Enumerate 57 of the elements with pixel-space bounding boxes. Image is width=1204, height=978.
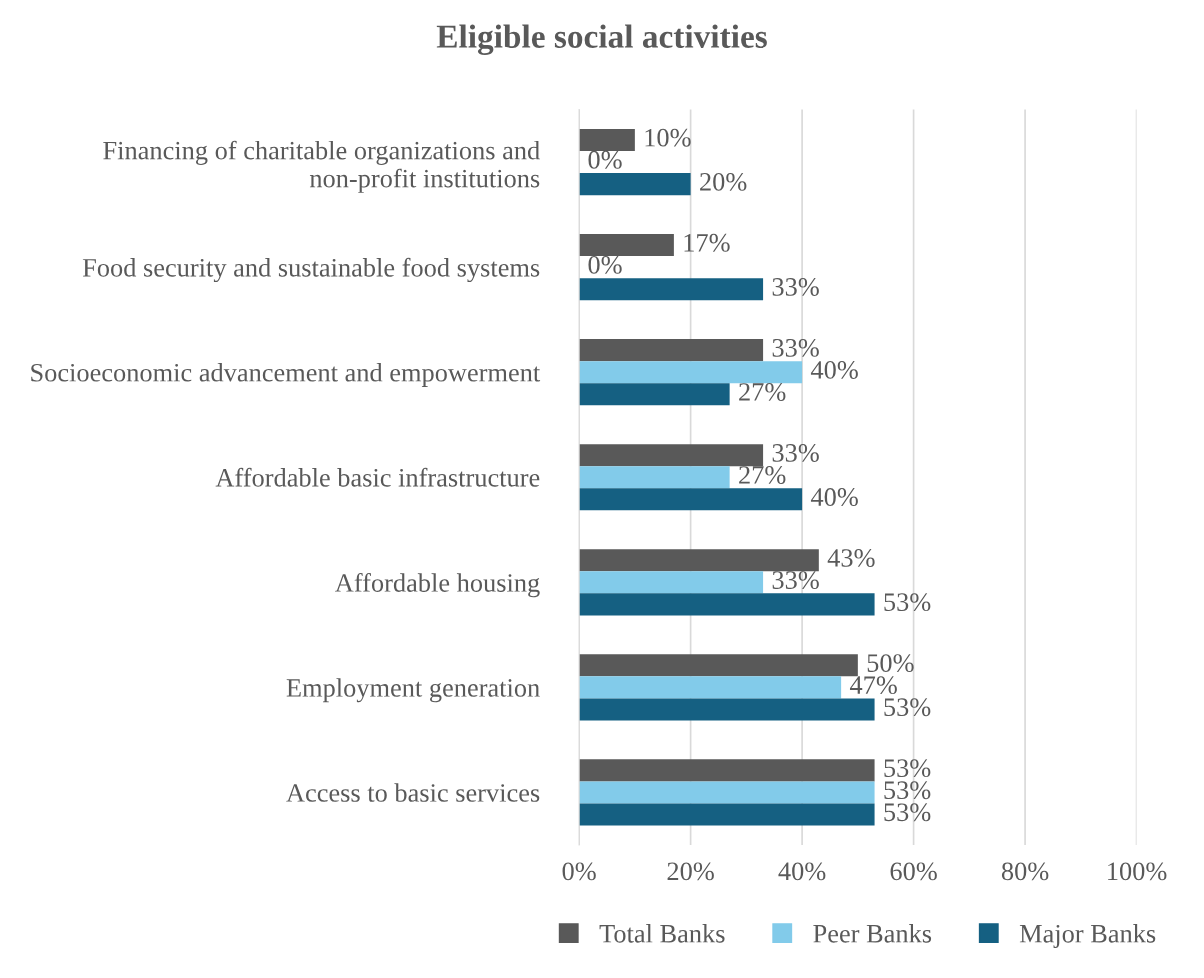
legend-label: Peer Banks (813, 924, 932, 943)
legend-label: Major Banks (1019, 924, 1156, 948)
bar (579, 571, 764, 594)
bar (579, 698, 875, 721)
data-label: 27% (739, 383, 786, 401)
data-label: 53% (884, 593, 931, 612)
data-label: 53% (884, 698, 931, 717)
bar (579, 781, 875, 804)
bar (579, 234, 674, 257)
y-tick-label: Food security and sustainable food systems (82, 257, 540, 283)
bar (579, 549, 819, 572)
data-label: 50% (867, 654, 914, 673)
chart-title: Eligible social activities (436, 24, 767, 55)
bar (579, 173, 691, 196)
data-label: 0% (588, 150, 622, 169)
x-tick-label: 0% (562, 862, 596, 881)
y-tick-label: Affordable housing (335, 573, 540, 598)
bar (579, 676, 842, 699)
bar (579, 278, 764, 301)
y-tick-label: Affordable basic infrastructure (215, 467, 540, 487)
x-tick-label: 60% (890, 862, 937, 881)
bar (579, 128, 635, 152)
bar (579, 361, 803, 384)
x-tick-label: 80% (1001, 862, 1049, 881)
data-label: 33% (772, 277, 819, 296)
data-label: 10% (645, 128, 691, 147)
data-label: 53% (884, 803, 931, 822)
bar (579, 383, 730, 406)
y-tick-label: Financing of charitable organizations and non-profit institutions (103, 140, 540, 193)
bar (579, 444, 764, 467)
bar (579, 593, 875, 616)
data-label: 53% (884, 759, 931, 778)
data-label: 43% (827, 549, 875, 567)
x-tick-label: 100% (1108, 862, 1167, 881)
bar (579, 759, 875, 782)
legend-label: Total Banks (599, 924, 725, 943)
data-label: 40% (810, 361, 858, 379)
data-label: 47% (849, 676, 897, 695)
y-tick-label: Access to basic services (286, 783, 540, 802)
bar (579, 339, 764, 362)
bar (579, 803, 875, 826)
data-label: 33% (772, 338, 819, 357)
data-label: 33% (772, 571, 819, 590)
bar (579, 654, 858, 677)
y-tick-label: Socioeconomic advancement and empowerment (31, 363, 541, 387)
data-label: 33% (772, 444, 819, 462)
data-label: 20% (700, 172, 747, 191)
data-label: 17% (684, 233, 730, 252)
data-label: 27% (739, 466, 786, 484)
x-tick-label: 20% (667, 862, 714, 881)
bar (579, 488, 803, 511)
data-label: 53% (884, 781, 931, 800)
bar (579, 466, 730, 489)
data-label: 0% (588, 255, 622, 274)
y-tick-label: Employment generation (286, 678, 540, 703)
data-label: 40% (810, 488, 858, 507)
x-tick-label: 40% (778, 862, 826, 881)
